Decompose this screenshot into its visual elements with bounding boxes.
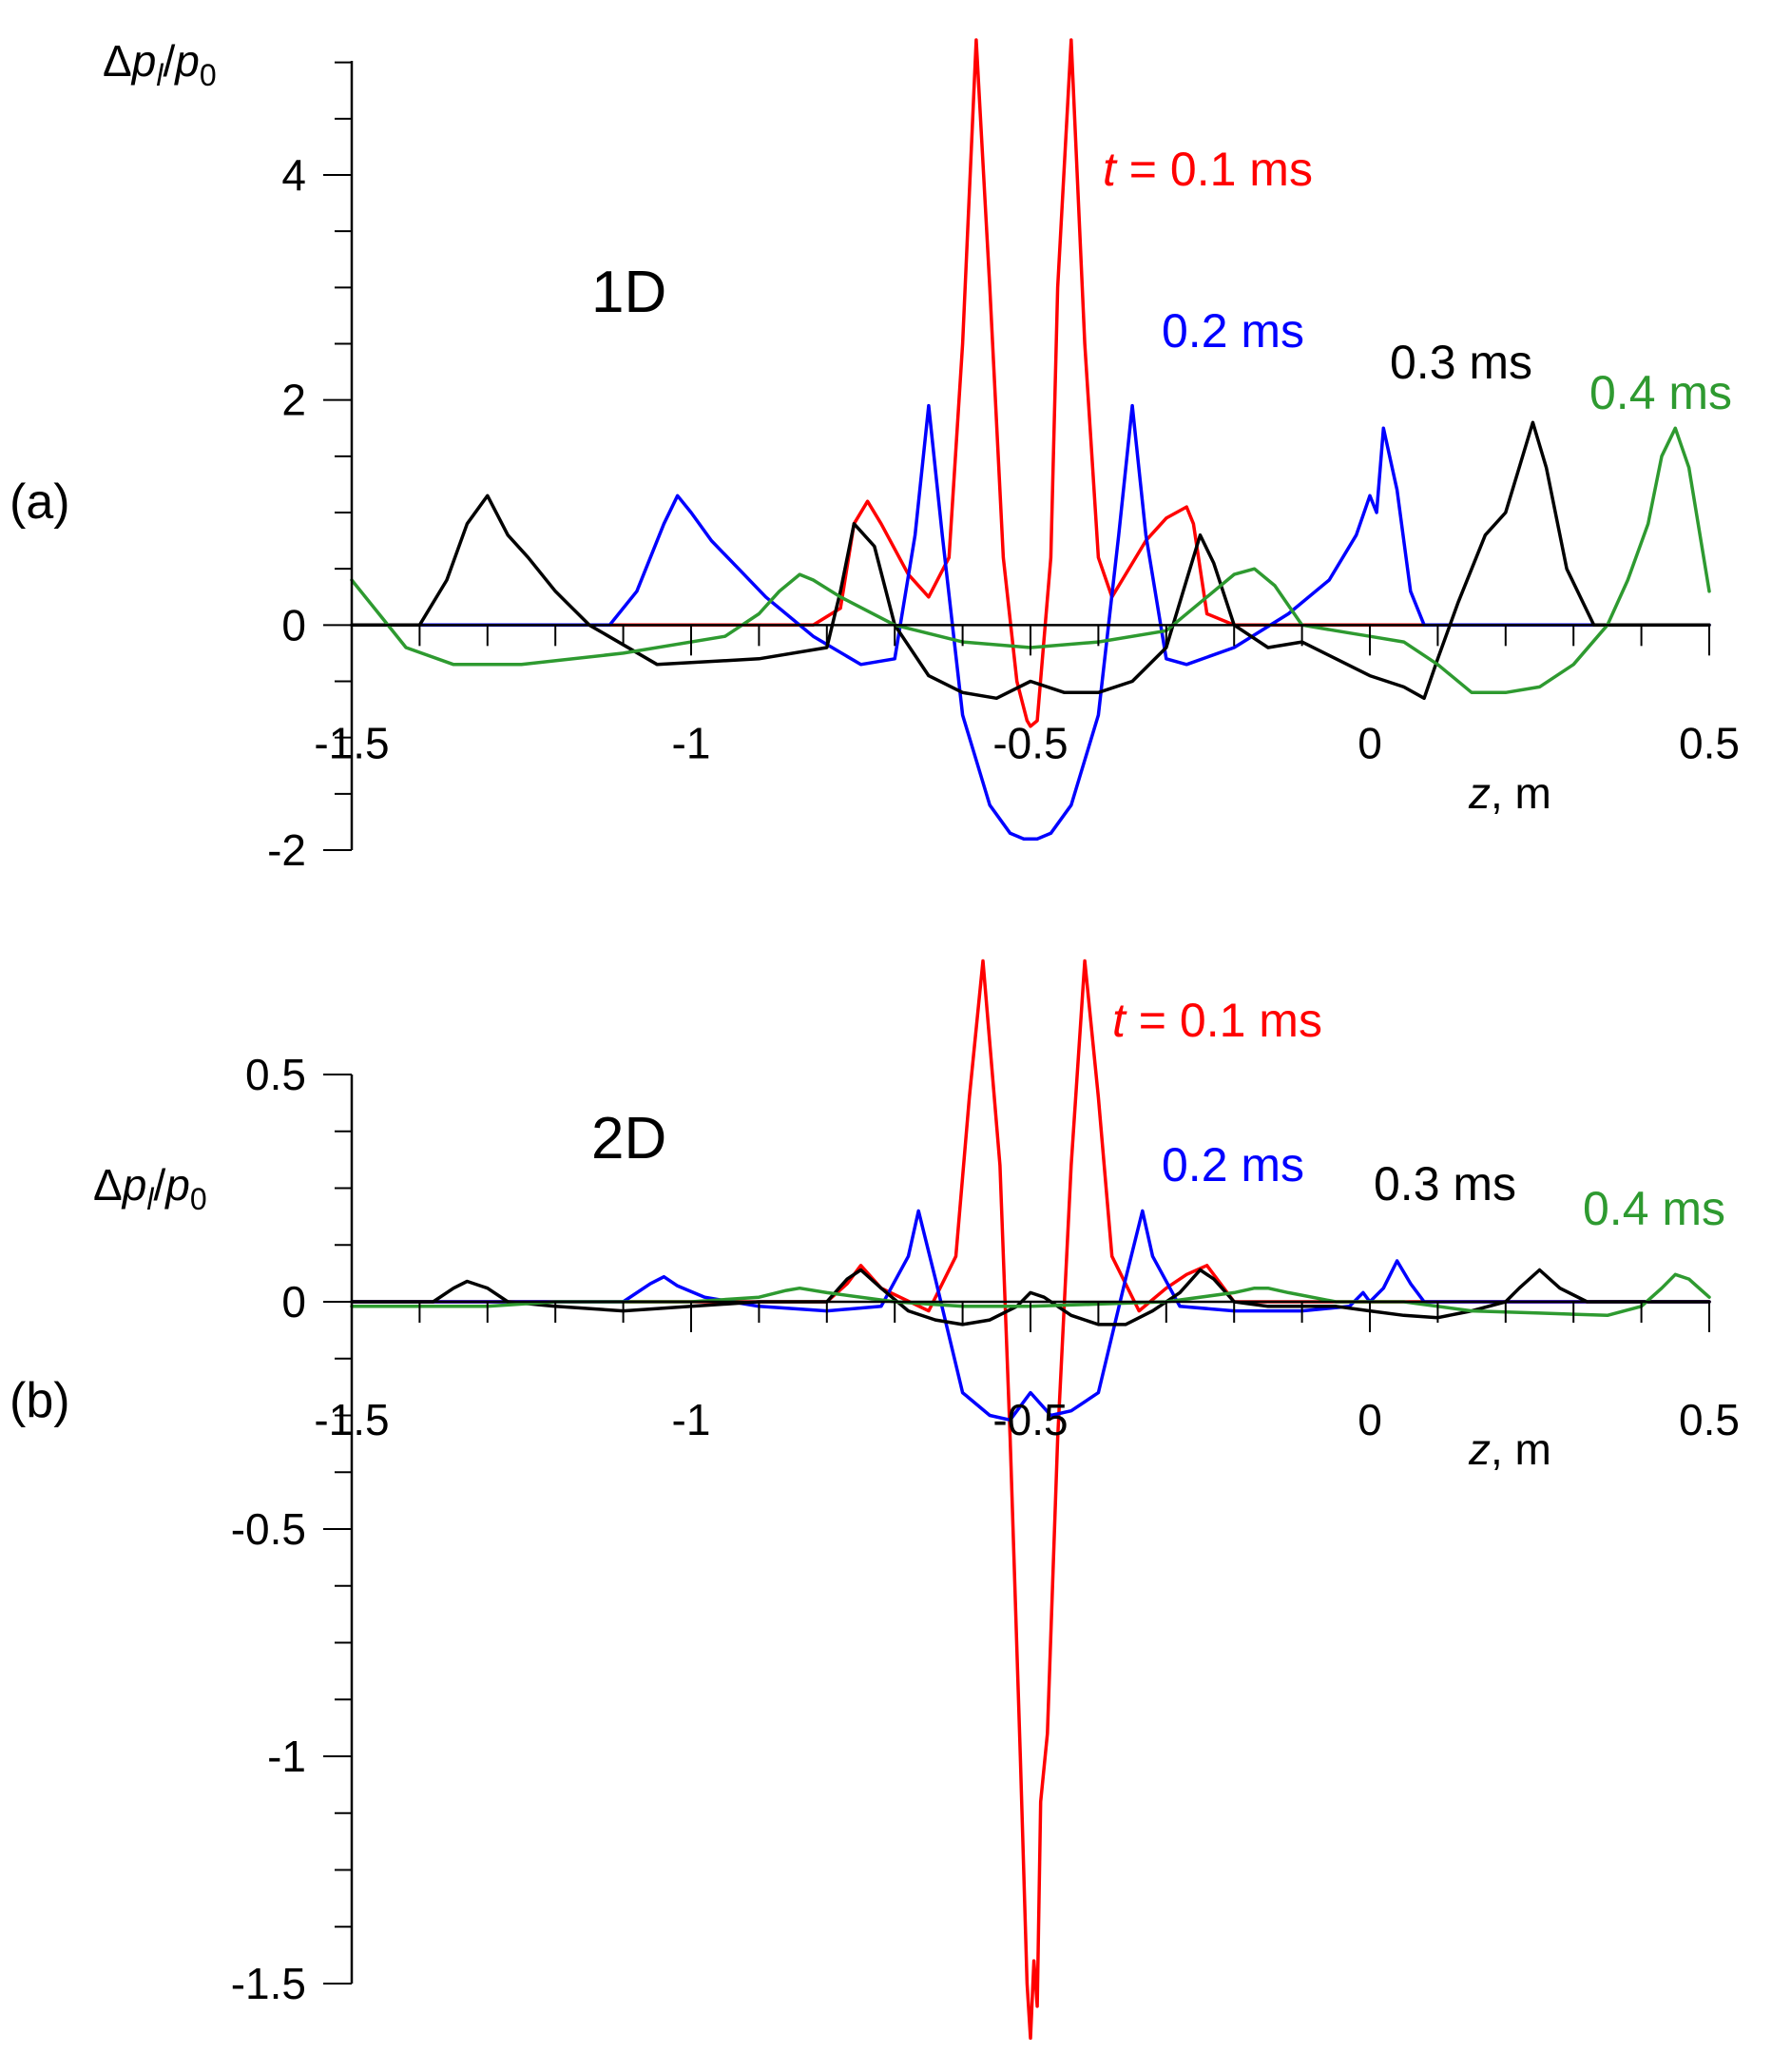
panel-b-axes: -1.5 -1 -0.5 0 0.5 -1.5 -1 -0.5 0 0.5 bbox=[231, 1050, 1740, 2008]
panel-a-series-2-line bbox=[350, 403, 1711, 841]
panel-a-ylabel-p: p bbox=[130, 36, 157, 86]
panel-b-ylabel-p0: p bbox=[164, 1160, 190, 1210]
panel-b-label-series-1: t = 0.1 ms bbox=[1112, 994, 1322, 1047]
panel-b-ylabel-sub-l: l bbox=[146, 1182, 154, 1216]
panel-a-ylabel-delta: Δ bbox=[103, 36, 132, 86]
panel-a-x-tick-label: 0.5 bbox=[1679, 718, 1740, 767]
panel-a-y-tick-label: 4 bbox=[281, 150, 306, 200]
panel-a-ylabel-sub-0: 0 bbox=[200, 58, 217, 92]
panel-b-ylabel-p: p bbox=[121, 1160, 147, 1210]
panel-a-x-tick-label: -0.5 bbox=[992, 718, 1068, 767]
panel-b-x-axis-label: z, m bbox=[1468, 1424, 1551, 1474]
panel-a-y-tick-label: -2 bbox=[267, 825, 306, 875]
panel-a-y-tick-label: 2 bbox=[281, 376, 306, 425]
panel-b-ylabel-delta: Δ bbox=[93, 1160, 123, 1210]
panel-a-label-series-1: t = 0.1 ms bbox=[1103, 143, 1313, 196]
panel-a-series-3-line bbox=[350, 420, 1711, 701]
panel-a-xlabel-unit: , m bbox=[1491, 768, 1551, 818]
panel-a-axes: -2 0 2 4 -1.5 -1 -0.5 0 0.5 bbox=[267, 61, 1740, 875]
panel-b-ylabel-sub-0: 0 bbox=[190, 1182, 207, 1216]
panel-a-label-series-4: 0.4 ms bbox=[1589, 366, 1732, 419]
panel-a-label-series-2: 0.2 ms bbox=[1162, 304, 1304, 358]
panel-a-ylabel-p0: p bbox=[173, 36, 200, 86]
panel-b-x-tick-label: -1.5 bbox=[314, 1395, 389, 1444]
panel-b-label-series-4: 0.4 ms bbox=[1583, 1182, 1725, 1235]
panel-a-ylabel-sub-l: l bbox=[156, 58, 164, 92]
panel-b-y-axis-label: Δpl/p0 bbox=[93, 1160, 207, 1216]
panel-b-y-tick-label: -1.5 bbox=[231, 1959, 306, 2008]
panel-b-x-tick-label: -0.5 bbox=[992, 1395, 1068, 1444]
panel-a-label-series-3: 0.3 ms bbox=[1390, 336, 1532, 389]
panel-b-xlabel-unit: , m bbox=[1491, 1424, 1551, 1474]
panel-b-y-tick-label: 0 bbox=[281, 1277, 306, 1326]
panel-a-series-1-line bbox=[350, 38, 1440, 728]
panel-b-series-1-line bbox=[350, 959, 1711, 2041]
panel-b-x-tick-label: 0.5 bbox=[1679, 1395, 1740, 1444]
panel-b-x-tick-label: 0 bbox=[1358, 1395, 1382, 1444]
panel-a-y-tick-label: 0 bbox=[281, 600, 306, 649]
panel-a-x-tick-label: -1 bbox=[672, 718, 711, 767]
panel-a-xlabel-z: z bbox=[1468, 768, 1491, 818]
panel-b-label-series-2: 0.2 ms bbox=[1162, 1138, 1304, 1191]
panel-b-chart: -1.5 -1 -0.5 0 0.5 -1.5 -1 -0.5 0 0.5 (b) 2D Δpl/… bbox=[10, 959, 1740, 2041]
panel-b-y-tick-label: -1 bbox=[267, 1732, 306, 1781]
panel-a-x-tick-label: -1.5 bbox=[314, 718, 389, 767]
panel-b-dimension-label: 2D bbox=[591, 1106, 666, 1172]
panel-a-ylabel-slash: / bbox=[163, 36, 175, 86]
panel-a-y-axis-label: Δpl/p0 bbox=[103, 36, 217, 92]
panel-b-label: (b) bbox=[10, 1373, 70, 1428]
panel-a-x-tick-label: 0 bbox=[1358, 718, 1382, 767]
panel-b-x-tick-label: -1 bbox=[672, 1395, 711, 1444]
panel-b-label-series-3: 0.3 ms bbox=[1374, 1157, 1516, 1210]
panel-b-xlabel-z: z bbox=[1468, 1424, 1491, 1474]
panel-b-curves bbox=[350, 959, 1711, 2041]
panel-b-y-tick-label: -0.5 bbox=[231, 1504, 306, 1554]
panel-a-dimension-label: 1D bbox=[591, 260, 666, 325]
panel-a-x-axis-label: z, m bbox=[1468, 768, 1551, 818]
panel-b-ylabel-slash: / bbox=[153, 1160, 165, 1210]
panel-b-y-tick-label: 0.5 bbox=[245, 1050, 306, 1099]
panel-a-label: (a) bbox=[10, 474, 70, 530]
